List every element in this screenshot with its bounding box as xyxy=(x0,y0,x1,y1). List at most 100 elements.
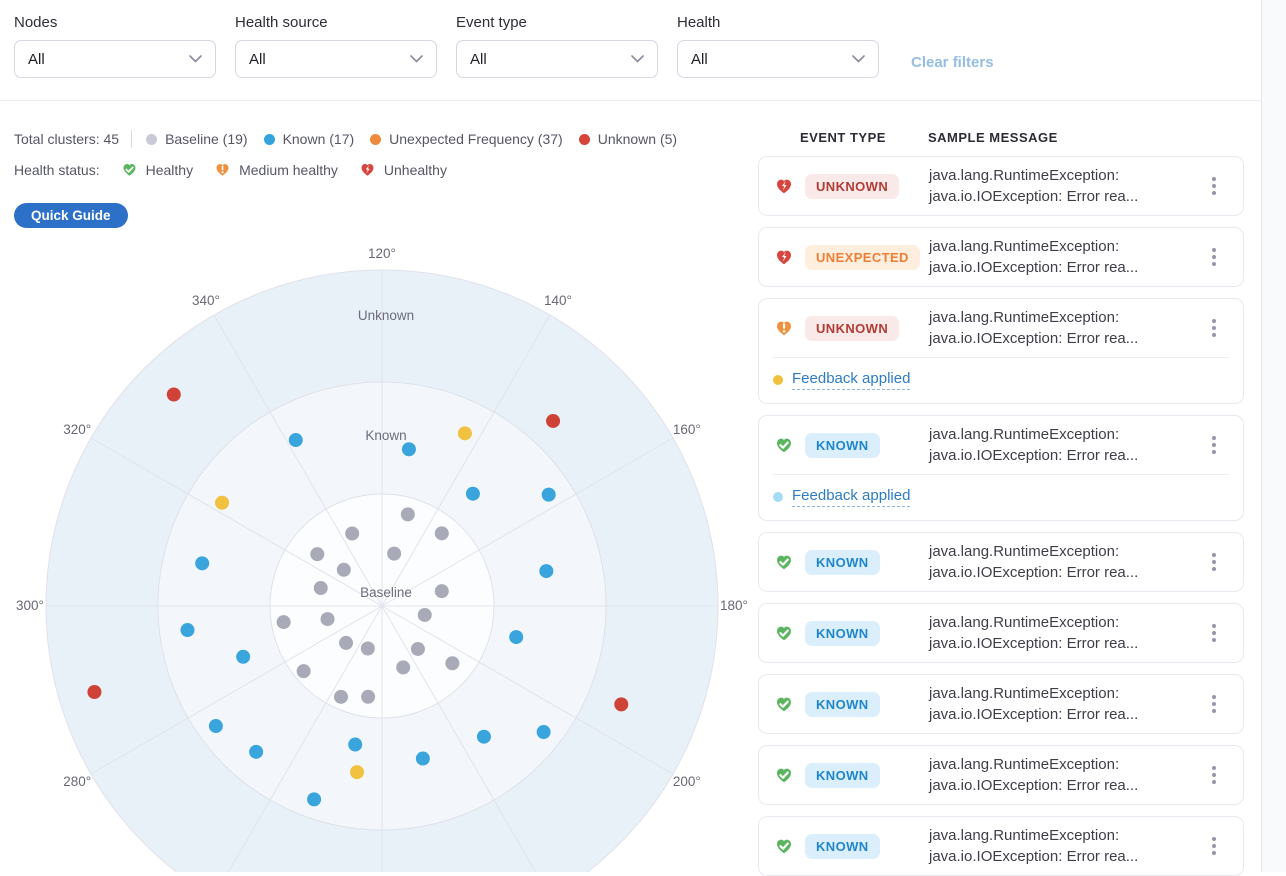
row-menu-kebab-icon[interactable] xyxy=(1207,243,1221,271)
baseline-cluster-point[interactable] xyxy=(361,689,376,704)
known-cluster-point[interactable] xyxy=(415,751,430,766)
known-cluster-point[interactable] xyxy=(288,433,303,448)
legend-dot-icon xyxy=(578,133,590,145)
known-cluster-point[interactable] xyxy=(180,623,195,638)
spoke-line xyxy=(381,605,674,775)
unknown-cluster-point[interactable] xyxy=(546,413,561,428)
event-row-main: UNKNOWN java.lang.RuntimeException: java.i… xyxy=(759,299,1243,357)
chevron-down-icon xyxy=(410,55,423,63)
healthy-heart-icon xyxy=(777,626,791,641)
baseline-cluster-point[interactable] xyxy=(417,607,432,622)
event-row[interactable]: KNOWN java.lang.RuntimeException: java.io.… xyxy=(758,415,1244,521)
known-cluster-point[interactable] xyxy=(249,744,264,759)
known-cluster-point[interactable] xyxy=(465,486,480,501)
known-cluster-point[interactable] xyxy=(541,487,556,502)
known-cluster-point[interactable] xyxy=(195,556,210,571)
baseline-cluster-point[interactable] xyxy=(296,664,311,679)
baseline-cluster-point[interactable] xyxy=(336,562,351,577)
filter-label: Health xyxy=(677,14,721,31)
clear-filters-link[interactable]: Clear filters xyxy=(911,54,994,71)
unexpected-frequency-cluster-point[interactable] xyxy=(215,495,230,510)
baseline-cluster-point[interactable] xyxy=(434,526,449,541)
right-side-rail[interactable] xyxy=(1261,0,1286,872)
row-menu-kebab-icon[interactable] xyxy=(1207,690,1221,718)
filter-select-event-type[interactable]: All xyxy=(456,40,658,78)
sample-message-header: SAMPLE MESSAGE xyxy=(928,130,1058,145)
event-type-badge: UNKNOWN xyxy=(805,173,900,199)
event-type-badge: UNKNOWN xyxy=(805,315,900,341)
baseline-cluster-point[interactable] xyxy=(434,584,449,599)
known-cluster-point[interactable] xyxy=(476,729,491,744)
row-menu-kebab-icon[interactable] xyxy=(1207,832,1221,860)
filter-label: Event type xyxy=(456,14,527,31)
angle-label-300: 300° xyxy=(16,598,44,613)
filter-label: Health source xyxy=(235,14,328,31)
feedback-applied-link[interactable]: Feedback applied xyxy=(792,487,911,507)
row-menu-kebab-icon[interactable] xyxy=(1207,548,1221,576)
event-row[interactable]: UNEXPECTED java.lang.RuntimeException: jav… xyxy=(758,227,1244,287)
known-cluster-point[interactable] xyxy=(236,649,251,664)
baseline-cluster-point[interactable] xyxy=(276,615,291,630)
row-menu-kebab-icon[interactable] xyxy=(1207,761,1221,789)
filter-select-nodes[interactable]: All xyxy=(14,40,216,78)
quick-guide-button[interactable]: Quick Guide xyxy=(14,203,128,228)
baseline-cluster-point[interactable] xyxy=(345,526,360,541)
event-type-badge: KNOWN xyxy=(805,432,880,458)
event-row[interactable]: KNOWN java.lang.RuntimeException: java.io.… xyxy=(758,603,1244,663)
event-row[interactable]: KNOWN java.lang.RuntimeException: java.io.… xyxy=(758,674,1244,734)
event-row-main: UNKNOWN java.lang.RuntimeException: java.i… xyxy=(759,157,1243,215)
event-row[interactable]: UNKNOWN java.lang.RuntimeException: java.i… xyxy=(758,156,1244,216)
known-cluster-point[interactable] xyxy=(208,719,223,734)
unknown-cluster-point[interactable] xyxy=(166,387,181,402)
baseline-cluster-point[interactable] xyxy=(360,641,375,656)
known-cluster-point[interactable] xyxy=(307,792,322,807)
baseline-cluster-point[interactable] xyxy=(339,635,354,650)
known-cluster-point[interactable] xyxy=(539,564,554,579)
event-row[interactable]: UNKNOWN java.lang.RuntimeException: java.i… xyxy=(758,298,1244,404)
event-list: UNKNOWN java.lang.RuntimeException: java.i… xyxy=(758,156,1244,876)
known-cluster-point[interactable] xyxy=(401,442,416,457)
filter-bar: Nodes All Health source All Event type All Hea… xyxy=(14,14,879,78)
event-type-badge: KNOWN xyxy=(805,691,880,717)
row-menu-kebab-icon[interactable] xyxy=(1207,619,1221,647)
event-row-main: KNOWN java.lang.RuntimeException: java.io.… xyxy=(759,604,1243,662)
unexpected-frequency-cluster-point[interactable] xyxy=(457,426,472,441)
unknown-cluster-point[interactable] xyxy=(87,685,102,700)
baseline-cluster-point[interactable] xyxy=(320,612,335,627)
event-row[interactable]: KNOWN java.lang.RuntimeException: java.io.… xyxy=(758,816,1244,876)
event-row[interactable]: KNOWN java.lang.RuntimeException: java.io.… xyxy=(758,745,1244,805)
event-row[interactable]: KNOWN java.lang.RuntimeException: java.io.… xyxy=(758,532,1244,592)
baseline-cluster-point[interactable] xyxy=(396,660,411,675)
healthy-heart-icon xyxy=(777,555,791,570)
unexpected-frequency-cluster-point[interactable] xyxy=(350,765,365,780)
unhealthy-heart-icon xyxy=(361,164,374,176)
filter-select-health-source[interactable]: All xyxy=(235,40,437,78)
baseline-cluster-point[interactable] xyxy=(313,581,328,596)
baseline-cluster-point[interactable] xyxy=(445,656,460,671)
feedback-applied-link[interactable]: Feedback applied xyxy=(792,370,911,390)
healthy-heart-icon xyxy=(777,839,791,854)
sample-message: java.lang.RuntimeException: java.io.IOExc… xyxy=(929,238,1139,276)
baseline-cluster-point[interactable] xyxy=(310,547,325,562)
known-cluster-point[interactable] xyxy=(536,725,551,740)
legend-dot-icon xyxy=(146,133,158,145)
filter-selected-value: All xyxy=(691,50,708,68)
filter-select-health[interactable]: All xyxy=(677,40,879,78)
row-menu-kebab-icon[interactable] xyxy=(1207,431,1221,459)
ring-label-unknown: Unknown xyxy=(358,308,414,323)
known-cluster-point[interactable] xyxy=(348,737,363,752)
unknown-cluster-point[interactable] xyxy=(614,697,629,712)
filter-selected-value: All xyxy=(28,50,45,68)
baseline-cluster-point[interactable] xyxy=(410,641,425,656)
filter-group-health: Health All xyxy=(677,14,879,78)
baseline-cluster-point[interactable] xyxy=(333,689,348,704)
row-menu-kebab-icon[interactable] xyxy=(1207,172,1221,200)
baseline-cluster-point[interactable] xyxy=(400,507,415,522)
event-row-main: KNOWN java.lang.RuntimeException: java.io.… xyxy=(759,533,1243,591)
legend-dot-icon xyxy=(370,133,382,145)
chevron-down-icon xyxy=(631,55,644,63)
known-cluster-point[interactable] xyxy=(509,630,524,645)
row-menu-kebab-icon[interactable] xyxy=(1207,314,1221,342)
baseline-cluster-point[interactable] xyxy=(387,546,402,561)
angle-label-140: 140° xyxy=(544,293,572,308)
